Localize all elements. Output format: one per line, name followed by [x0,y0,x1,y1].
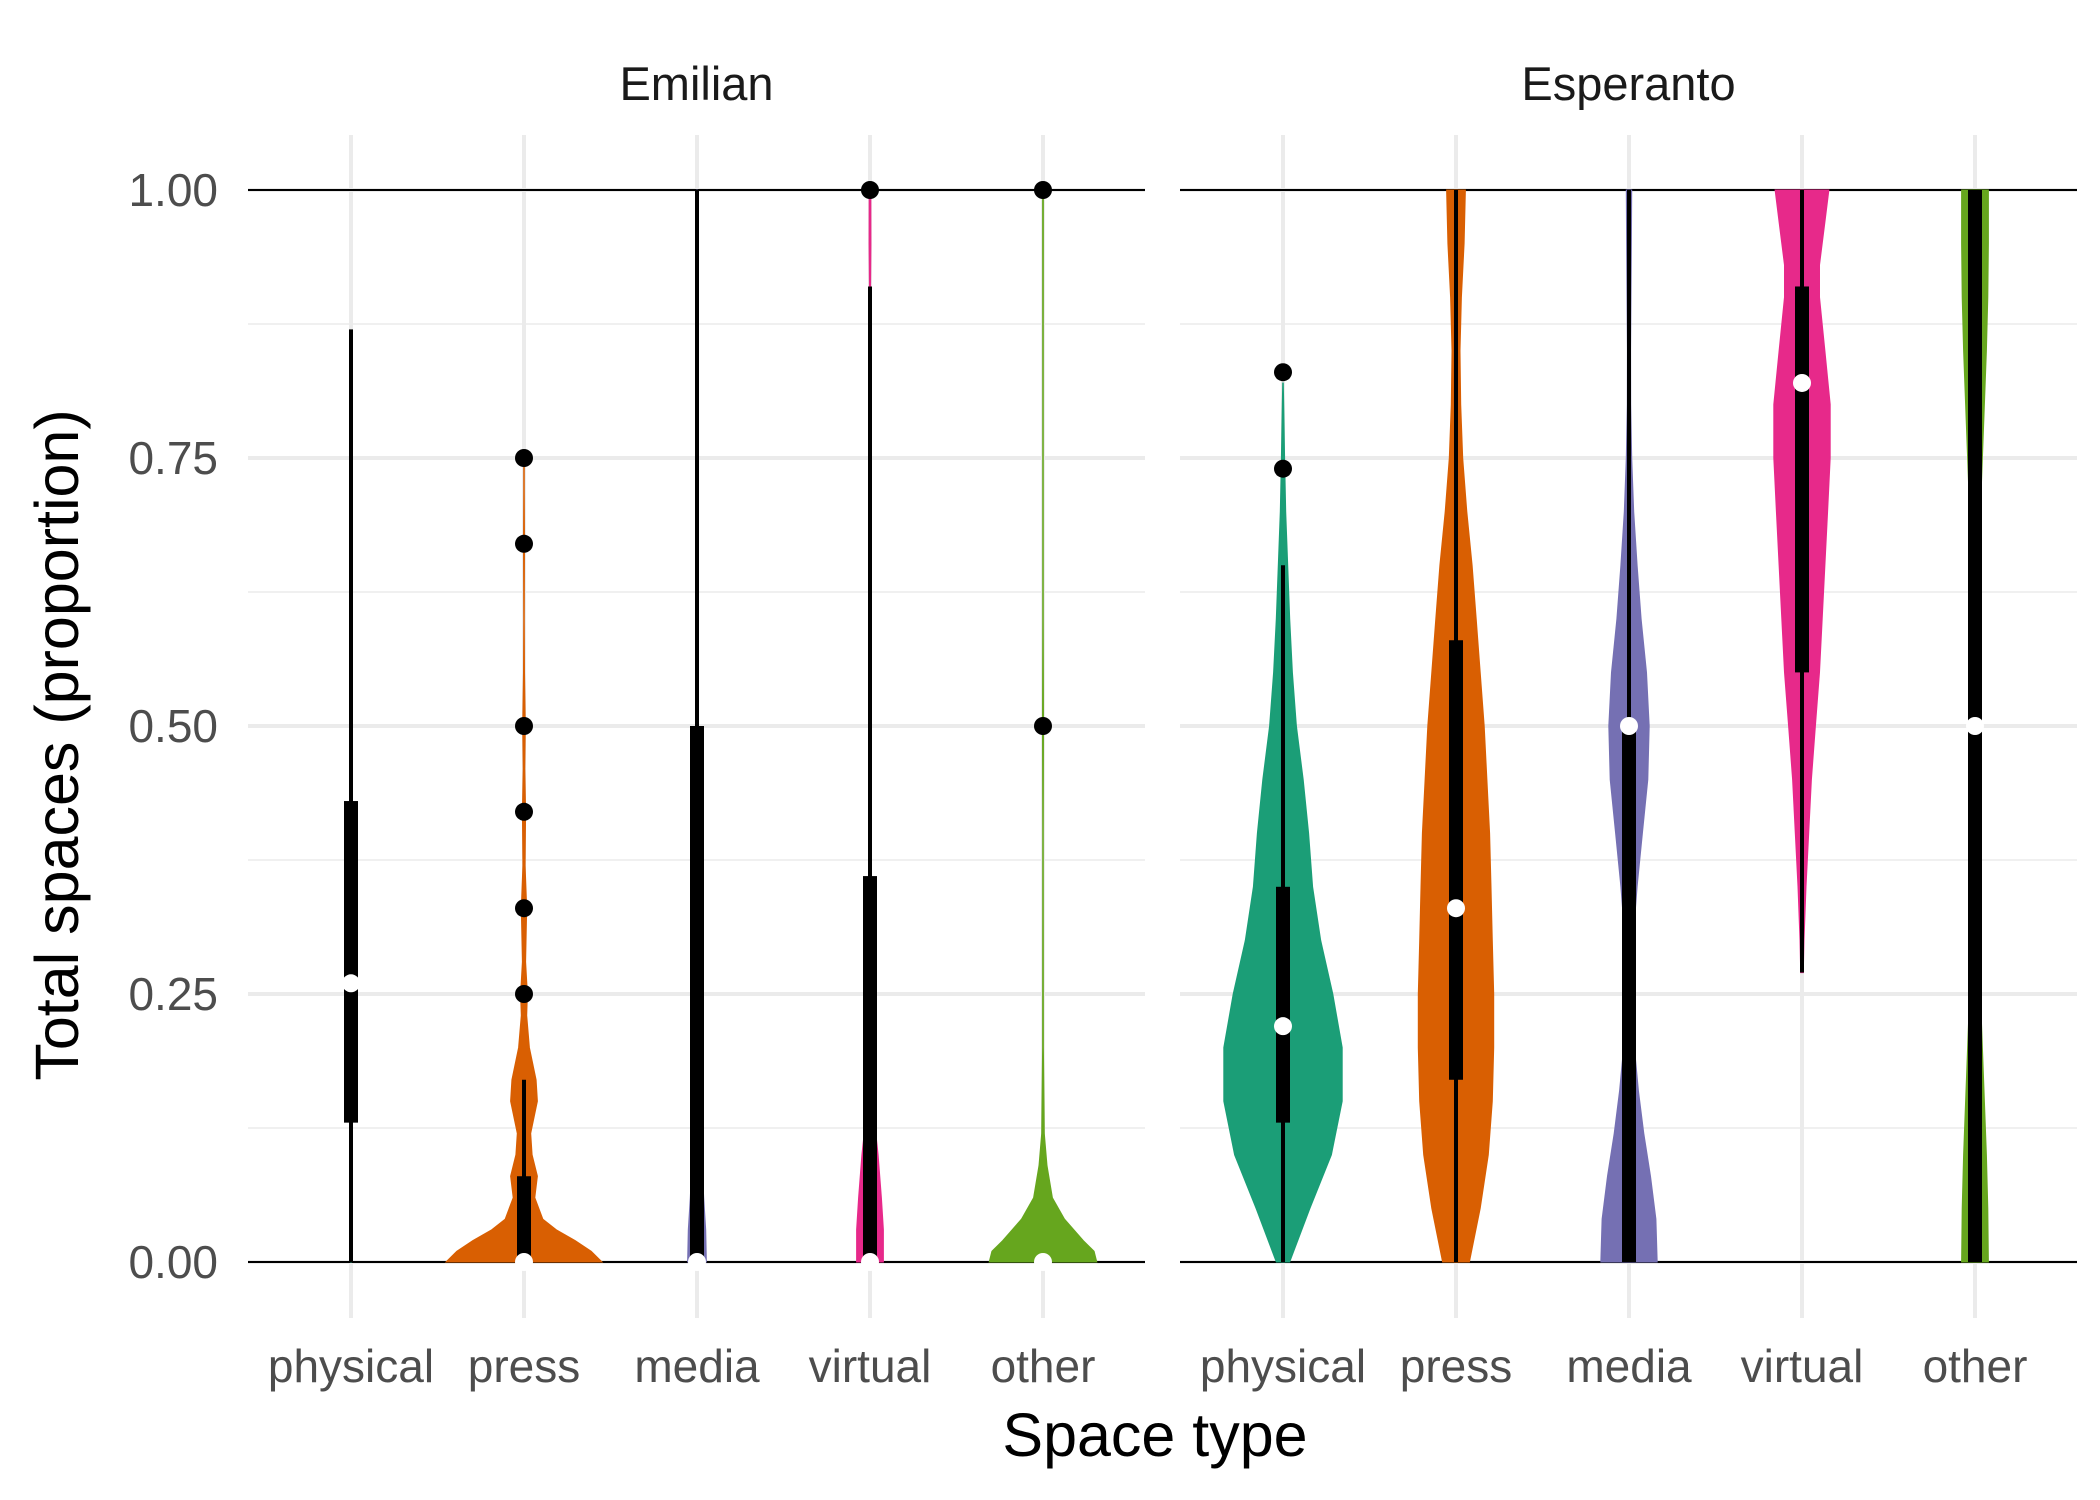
x-tick-label: virtual [809,1340,932,1392]
facet-panel-emilian: Emilian physical press media virtual other [248,57,1145,1392]
iqr-box-media [690,726,704,1262]
median-point-press [1447,899,1465,918]
x-tick-label: media [634,1340,760,1392]
violin-group-other [1961,189,1989,1263]
x-tick-label: media [1566,1340,1692,1392]
x-tick-label: physical [1200,1340,1366,1392]
iqr-box-press [1449,640,1463,1080]
median-point-media [688,1253,706,1271]
outlier-point [515,717,533,735]
y-tick-label: 1.00 [128,164,218,216]
outlier-point [1034,181,1052,199]
x-tick-label: other [1923,1340,2028,1392]
violin-group-physical [1223,363,1343,1263]
facet-title: Esperanto [1521,57,1735,110]
x-tick-label: press [1400,1340,1512,1392]
x-tick-label: virtual [1741,1340,1864,1392]
iqr-box-physical [344,801,358,1123]
outlier-point [1274,459,1292,478]
outlier-point [515,449,533,467]
x-axis-title: Space type [1002,1401,1307,1469]
violin-group-other [988,181,1098,1271]
iqr-box-press [517,1176,531,1262]
median-point-virtual [1793,373,1811,392]
violin-group-physical [342,329,360,1263]
x-tick-label: press [468,1340,580,1392]
violin-group-virtual [856,181,884,1271]
y-axis-title: Total spaces (proportion) [23,409,91,1080]
median-point-virtual [861,1253,879,1271]
facet-title: Emilian [619,57,773,110]
facet-panel-esperanto: Esperanto physical press media virtual other [1180,57,2077,1392]
outlier-point [1034,717,1052,735]
y-tick-label: 0.75 [128,432,218,484]
outlier-point [515,534,533,553]
x-tick-label: physical [268,1340,434,1392]
outlier-point [861,181,879,199]
violin-group-media [687,189,707,1271]
iqr-box-physical [1276,886,1290,1123]
iqr-box-virtual [863,876,877,1262]
outlier-point [515,985,533,1003]
violin-group-virtual [1773,189,1831,974]
median-point-other [1966,717,1984,735]
median-point-other [1034,1253,1052,1271]
outlier-point [515,899,533,918]
iqr-box-virtual [1795,286,1809,673]
median-point-press [515,1253,533,1271]
y-tick-label: 0.25 [128,968,218,1020]
y-axis: 0.00 0.25 0.50 0.75 1.00 [128,164,218,1288]
violin-group-press [1417,189,1495,1263]
violin-group-press [444,449,604,1271]
x-tick-label: other [991,1340,1096,1392]
median-point-physical [1274,1017,1292,1036]
iqr-box-media [1622,726,1636,1262]
violin-group-media [1600,189,1658,1263]
median-point-media [1620,717,1638,735]
outlier-point [1274,363,1292,382]
median-point-physical [342,974,360,993]
outlier-point [515,802,533,821]
y-tick-label: 0.00 [128,1236,218,1288]
y-tick-label: 0.50 [128,700,218,752]
